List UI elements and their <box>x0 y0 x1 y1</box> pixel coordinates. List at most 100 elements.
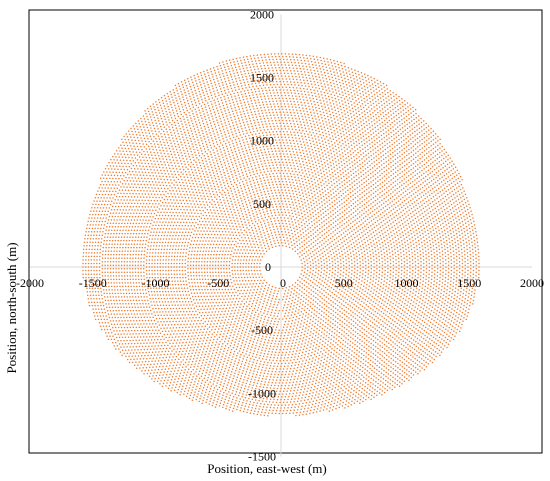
heliostat-point <box>301 363 303 365</box>
heliostat-point <box>223 161 226 164</box>
heliostat-point <box>277 384 280 387</box>
heliostat-point <box>215 308 218 310</box>
heliostat-point <box>365 210 367 213</box>
heliostat-point <box>315 235 317 238</box>
heliostat-point <box>176 273 178 275</box>
heliostat-point <box>357 328 359 331</box>
heliostat-point <box>378 239 380 242</box>
heliostat-point <box>313 353 316 356</box>
heliostat-point <box>337 159 340 161</box>
heliostat-point <box>178 245 180 247</box>
heliostat-point <box>226 157 228 160</box>
heliostat-point <box>359 228 361 231</box>
heliostat-point <box>204 288 206 291</box>
heliostat-point <box>250 226 253 229</box>
heliostat-point <box>314 146 316 149</box>
heliostat-point <box>226 180 228 182</box>
heliostat-point <box>383 202 385 204</box>
heliostat-point <box>305 298 307 300</box>
heliostat-point <box>233 344 236 346</box>
heliostat-point <box>229 168 232 170</box>
heliostat-point <box>162 241 164 244</box>
heliostat-point <box>311 273 314 275</box>
heliostat-point <box>281 384 283 387</box>
heliostat-point <box>395 269 397 272</box>
heliostat-point <box>237 170 240 173</box>
heliostat-point <box>356 195 359 197</box>
heliostat-point <box>311 307 313 310</box>
heliostat-point <box>296 389 299 391</box>
heliostat-point <box>330 197 333 200</box>
heliostat-point <box>309 213 312 216</box>
heliostat-point <box>168 228 171 230</box>
heliostat-point <box>342 237 344 239</box>
heliostat-point <box>242 266 244 268</box>
heliostat-point <box>389 228 391 230</box>
heliostat-point <box>356 341 359 343</box>
heliostat-point <box>348 321 350 324</box>
heliostat-point <box>324 254 327 256</box>
heliostat-point <box>239 347 242 350</box>
heliostat-point <box>272 164 274 167</box>
heliostat-point <box>403 238 405 240</box>
heliostat-point <box>196 203 199 205</box>
heliostat-point <box>304 264 306 266</box>
heliostat-point <box>290 302 293 305</box>
heliostat-point <box>344 166 346 169</box>
heliostat-point <box>305 255 307 258</box>
heliostat-point <box>262 321 265 323</box>
heliostat-point <box>266 344 268 347</box>
heliostat-point <box>367 273 370 275</box>
heliostat-point <box>176 259 178 261</box>
heliostat-point <box>233 237 236 240</box>
heliostat-point <box>256 266 258 268</box>
heliostat-point <box>163 248 166 251</box>
heliostat-point <box>242 162 244 165</box>
heliostat-point <box>386 257 389 259</box>
heliostat-point <box>300 259 302 261</box>
heliostat-point <box>225 225 228 227</box>
heliostat-point <box>181 314 183 316</box>
heliostat-point <box>275 236 278 239</box>
heliostat-point <box>178 211 180 214</box>
heliostat-point <box>234 249 236 251</box>
heliostat-point <box>277 332 280 334</box>
heliostat-point <box>255 211 257 213</box>
heliostat-point <box>306 367 308 370</box>
heliostat-point <box>374 323 376 325</box>
heliostat-point <box>360 300 363 303</box>
heliostat-point <box>388 206 391 209</box>
heliostat-point <box>200 230 202 232</box>
heliostat-point <box>181 326 184 329</box>
heliostat-point <box>324 321 327 324</box>
heliostat-point <box>268 378 271 381</box>
heliostat-point <box>308 171 310 173</box>
heliostat-point <box>318 174 320 177</box>
heliostat-point <box>282 192 284 194</box>
heliostat-point <box>367 318 369 321</box>
heliostat-point <box>274 343 276 345</box>
heliostat-point <box>350 318 352 321</box>
heliostat-point <box>393 216 395 218</box>
heliostat-point <box>295 237 297 239</box>
heliostat-point <box>222 224 224 227</box>
heliostat-point <box>184 224 187 227</box>
heliostat-point <box>301 304 304 306</box>
heliostat-point <box>345 262 348 265</box>
heliostat-point <box>363 238 365 241</box>
heliostat-point <box>260 273 262 275</box>
heliostat-point <box>309 142 312 145</box>
heliostat-point <box>358 316 361 318</box>
heliostat-point <box>310 301 312 304</box>
heliostat-point <box>384 327 387 329</box>
heliostat-point <box>347 303 349 305</box>
heliostat-point <box>297 332 300 335</box>
heliostat-point <box>208 342 210 344</box>
heliostat-point <box>329 358 331 361</box>
heliostat-point <box>192 304 194 306</box>
heliostat-point <box>293 301 296 304</box>
heliostat-point <box>296 291 298 293</box>
heliostat-point <box>226 189 229 192</box>
heliostat-point <box>237 300 240 303</box>
heliostat-point <box>176 333 178 335</box>
